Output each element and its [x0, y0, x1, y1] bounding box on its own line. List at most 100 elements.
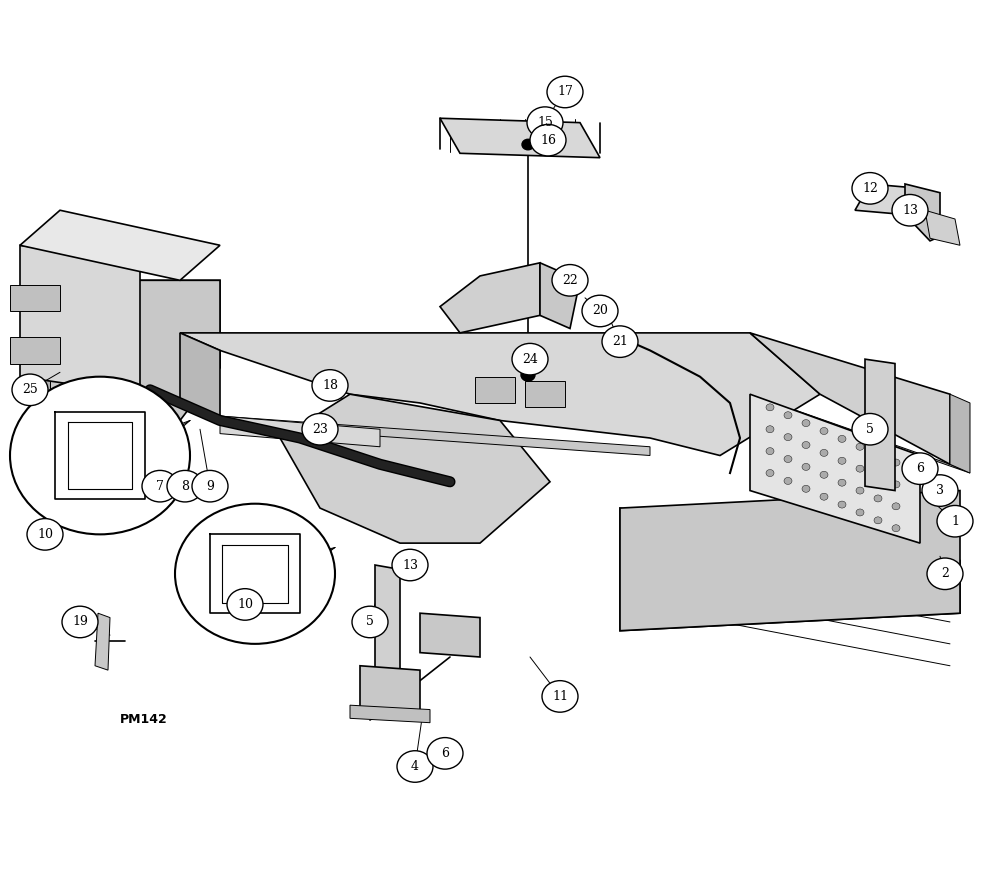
Circle shape [784, 434, 792, 441]
Circle shape [802, 463, 810, 470]
Text: 18: 18 [322, 379, 338, 392]
Circle shape [784, 456, 792, 463]
Text: 13: 13 [402, 559, 418, 571]
Polygon shape [750, 394, 920, 543]
Circle shape [312, 370, 348, 401]
Circle shape [927, 558, 963, 590]
Polygon shape [440, 263, 540, 333]
Polygon shape [855, 184, 920, 215]
Polygon shape [750, 333, 950, 464]
Text: 6: 6 [916, 463, 924, 475]
Circle shape [512, 343, 548, 375]
Circle shape [838, 479, 846, 486]
Circle shape [167, 470, 203, 502]
Circle shape [784, 412, 792, 419]
Text: 1: 1 [951, 515, 959, 527]
Circle shape [856, 487, 864, 494]
Polygon shape [475, 377, 515, 403]
Text: 3: 3 [936, 484, 944, 497]
Text: PM142: PM142 [120, 713, 168, 725]
Circle shape [902, 453, 938, 484]
Polygon shape [925, 210, 960, 245]
Circle shape [142, 470, 178, 502]
Circle shape [62, 606, 98, 638]
Circle shape [530, 124, 566, 156]
Circle shape [852, 413, 888, 445]
Circle shape [227, 589, 263, 620]
Polygon shape [20, 245, 140, 394]
Circle shape [874, 473, 882, 480]
Text: 5: 5 [366, 616, 374, 628]
Polygon shape [865, 359, 895, 491]
Polygon shape [750, 394, 970, 473]
Circle shape [542, 681, 578, 712]
Polygon shape [220, 416, 650, 456]
Circle shape [892, 194, 928, 226]
Text: 11: 11 [552, 690, 568, 703]
Circle shape [302, 413, 338, 445]
Text: 16: 16 [540, 134, 556, 146]
Polygon shape [375, 565, 400, 675]
Text: 9: 9 [206, 480, 214, 492]
Text: 8: 8 [181, 480, 189, 492]
Circle shape [802, 442, 810, 449]
Circle shape [838, 435, 846, 442]
Circle shape [766, 426, 774, 433]
Circle shape [937, 505, 973, 537]
Circle shape [852, 173, 888, 204]
Text: 13: 13 [902, 204, 918, 216]
Polygon shape [620, 491, 960, 631]
Text: 22: 22 [562, 274, 578, 286]
Polygon shape [180, 333, 220, 420]
Circle shape [856, 443, 864, 450]
Circle shape [892, 481, 900, 488]
Polygon shape [440, 118, 600, 158]
Polygon shape [220, 416, 380, 447]
Circle shape [766, 404, 774, 411]
Polygon shape [525, 381, 565, 407]
Circle shape [784, 477, 792, 484]
Circle shape [527, 107, 563, 138]
Text: 12: 12 [862, 182, 878, 194]
Polygon shape [420, 613, 480, 657]
Polygon shape [10, 337, 60, 364]
Circle shape [838, 501, 846, 508]
Circle shape [397, 751, 433, 782]
Polygon shape [540, 263, 580, 328]
Text: 4: 4 [411, 760, 419, 773]
Circle shape [892, 503, 900, 510]
Circle shape [10, 377, 190, 534]
Polygon shape [10, 285, 60, 311]
Circle shape [602, 326, 638, 357]
Circle shape [427, 738, 463, 769]
Circle shape [892, 525, 900, 532]
Polygon shape [180, 333, 820, 456]
Circle shape [392, 549, 428, 581]
Text: 21: 21 [612, 336, 628, 348]
Text: 7: 7 [156, 480, 164, 492]
Circle shape [802, 485, 810, 492]
Polygon shape [360, 666, 420, 714]
Circle shape [892, 459, 900, 466]
Text: 2: 2 [941, 568, 949, 580]
Circle shape [12, 374, 48, 406]
Circle shape [820, 449, 828, 456]
Polygon shape [95, 613, 110, 670]
Circle shape [552, 265, 588, 296]
Circle shape [874, 495, 882, 502]
Circle shape [352, 606, 388, 638]
Text: 10: 10 [37, 528, 53, 540]
Text: 25: 25 [22, 384, 38, 396]
Polygon shape [620, 508, 960, 631]
Circle shape [820, 493, 828, 500]
Polygon shape [950, 394, 970, 473]
Circle shape [192, 470, 228, 502]
Circle shape [856, 465, 864, 472]
Circle shape [175, 504, 335, 644]
Text: 20: 20 [592, 305, 608, 317]
Text: 23: 23 [312, 423, 328, 435]
Polygon shape [50, 280, 220, 368]
Circle shape [856, 509, 864, 516]
Circle shape [922, 475, 958, 506]
Circle shape [838, 457, 846, 464]
